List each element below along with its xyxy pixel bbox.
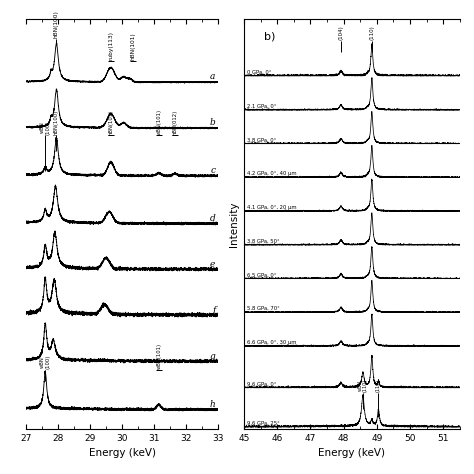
Text: wBN(101): wBN(101) (156, 109, 161, 135)
Text: b): b) (264, 31, 275, 41)
Text: 9.6 GPa, 0°: 9.6 GPa, 0° (247, 382, 276, 387)
Text: ruby(113): ruby(113) (109, 31, 113, 60)
Text: hBN(100): hBN(100) (54, 10, 59, 38)
Text: 9.6 GPa, 25°: 9.6 GPa, 25° (247, 421, 280, 426)
Text: 6.6 GPa, 0°, 30 μm: 6.6 GPa, 0°, 30 μm (247, 340, 296, 345)
Text: wBN
(100): wBN (100) (40, 120, 50, 135)
X-axis label: Energy (keV): Energy (keV) (319, 448, 385, 458)
Text: e: e (210, 260, 216, 269)
Text: wBN
(110): wBN (110) (358, 379, 368, 392)
Text: 0 GPa, 0°: 0 GPa, 0° (247, 70, 271, 75)
Text: wBN(101): wBN(101) (156, 343, 161, 369)
Text: a: a (210, 72, 216, 81)
Text: c: c (210, 166, 216, 175)
Text: 5.8 GPa, 70°: 5.8 GPa, 70° (247, 306, 280, 311)
Text: f: f (212, 306, 216, 315)
Text: 2.1 GPa, 0°: 2.1 GPa, 0° (247, 104, 276, 109)
Text: (104): (104) (338, 25, 344, 40)
Text: 3.8 GPa, 50°: 3.8 GPa, 50° (247, 239, 279, 244)
Text: 3.8 GPa, 0°: 3.8 GPa, 0° (247, 137, 276, 143)
Text: hBN(012): hBN(012) (173, 109, 177, 135)
Y-axis label: Intensity: Intensity (228, 201, 238, 246)
Text: b: b (210, 118, 216, 127)
Text: (110): (110) (376, 379, 381, 392)
Text: g: g (210, 352, 216, 361)
Text: h: h (210, 400, 216, 409)
Text: (110): (110) (369, 25, 374, 40)
Text: 4.2 GPa, 0°, 40 μm: 4.2 GPa, 0°, 40 μm (247, 171, 296, 176)
Text: d: d (210, 214, 216, 223)
Text: hBN(101): hBN(101) (109, 109, 113, 135)
Text: wBN
(100): wBN (100) (40, 355, 50, 369)
X-axis label: Energy (keV): Energy (keV) (89, 448, 155, 458)
Text: hBN(100): hBN(100) (54, 109, 59, 135)
Text: 4.1 GPa, 0°, 20 μm: 4.1 GPa, 0°, 20 μm (247, 205, 296, 210)
Text: hBN(101): hBN(101) (131, 32, 136, 60)
Text: 6.5 GPa, 0°: 6.5 GPa, 0° (247, 273, 276, 277)
